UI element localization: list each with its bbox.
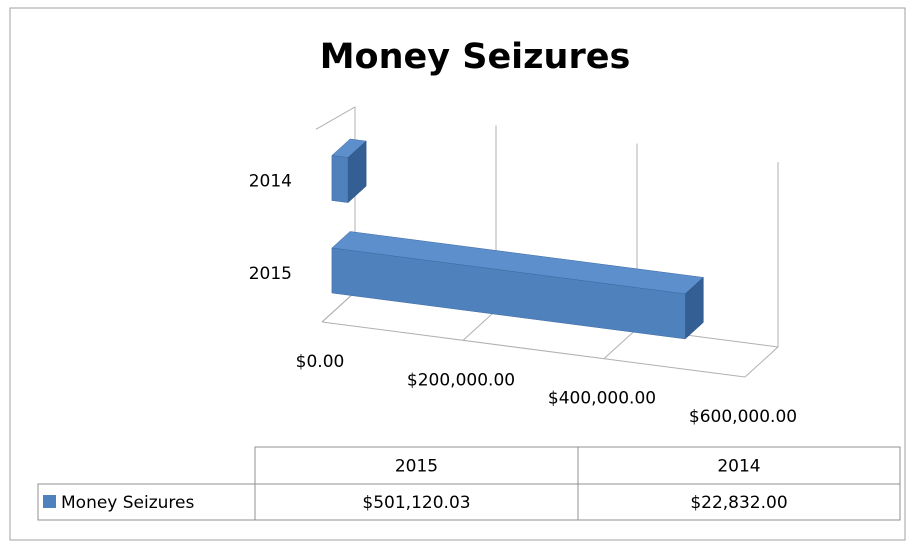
- y-tick-label: 2014: [249, 172, 292, 192]
- chart-title: Money Seizures: [320, 37, 631, 77]
- bar: [331, 155, 349, 203]
- x-tick-label: $600,000.00: [689, 407, 797, 427]
- y-tick-label: 2015: [249, 264, 292, 284]
- legend-swatch: [43, 495, 56, 508]
- floor-grid-line: [744, 346, 779, 378]
- floor-edge: [321, 321, 746, 378]
- x-tick-label: $400,000.00: [548, 389, 656, 409]
- x-tick-label: $0.00: [296, 352, 345, 372]
- table-value: $501,120.03: [362, 493, 470, 513]
- legend-label: Money Seizures: [61, 493, 195, 513]
- floor-grid-line: [462, 309, 497, 341]
- table-header: 2014: [717, 457, 760, 477]
- bar: [331, 247, 686, 340]
- table-value: $22,832.00: [690, 493, 787, 513]
- x-tick-label: $200,000.00: [407, 370, 515, 390]
- floor-grid-line: [603, 328, 638, 360]
- floor-grid-line: [321, 291, 356, 323]
- table-header: 2015: [395, 457, 438, 477]
